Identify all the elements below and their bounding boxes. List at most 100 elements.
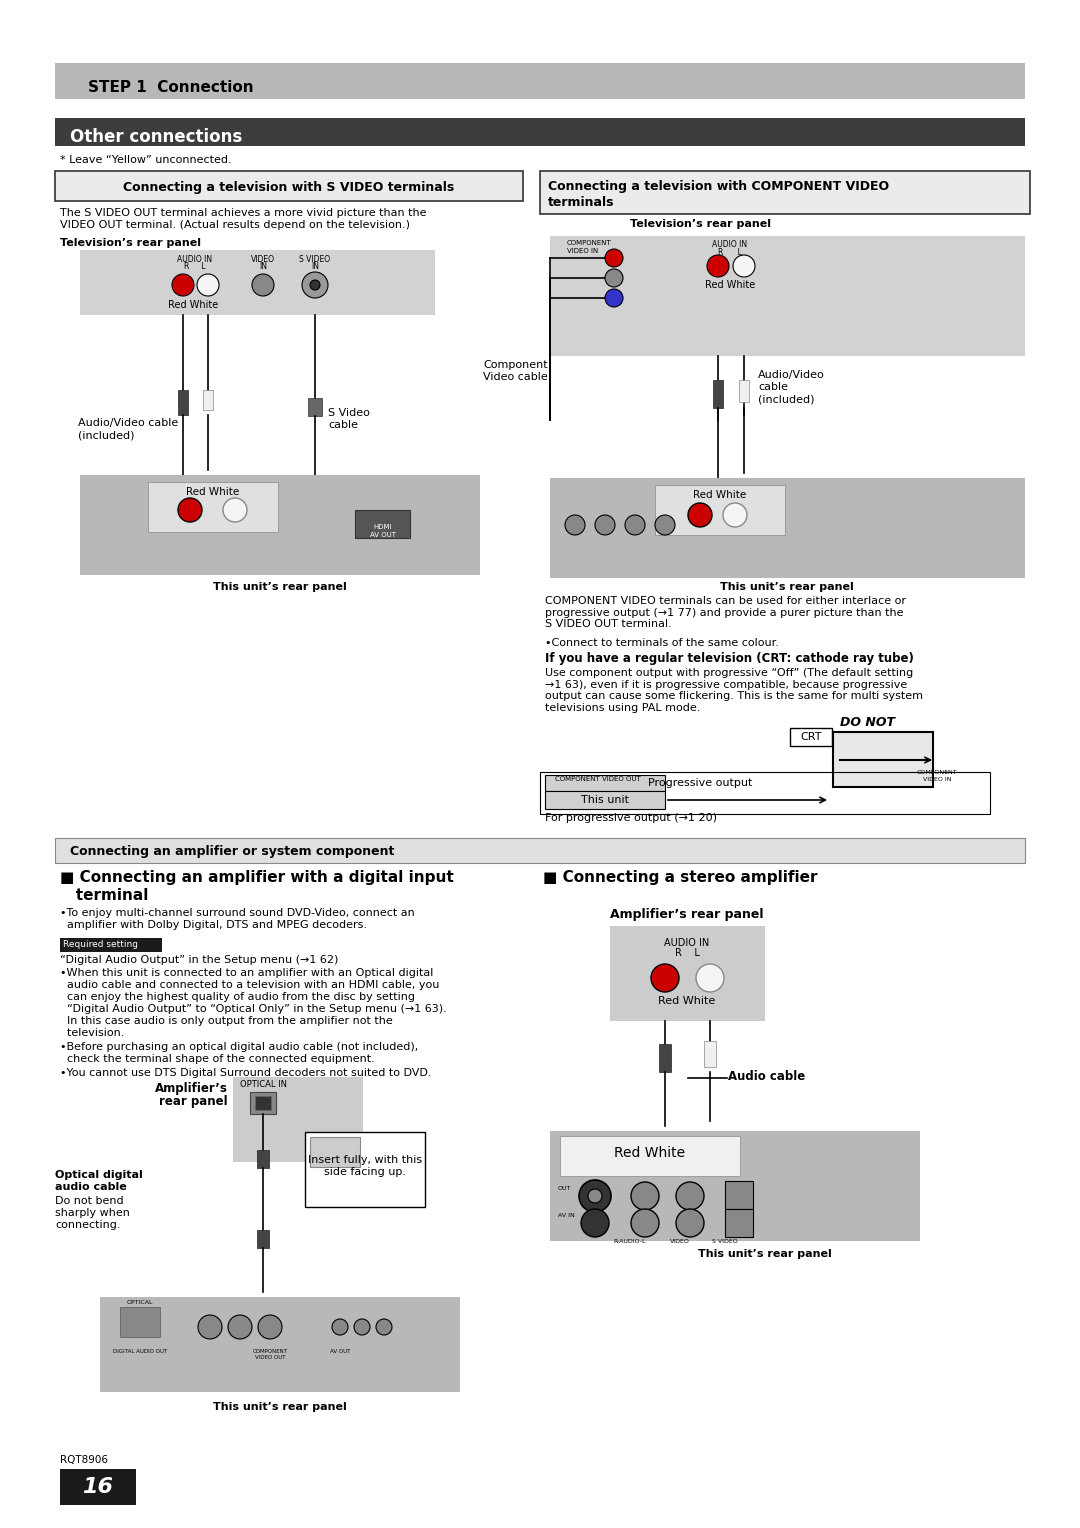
Bar	[789, 727, 832, 746]
Text: R-AUDIO-L: R-AUDIO-L	[613, 1239, 646, 1244]
Text: * Leave “Yellow” unconnected.: * Leave “Yellow” unconnected.	[60, 154, 231, 165]
Circle shape	[178, 498, 202, 523]
Text: STEP 1  Connection: STEP 1 Connection	[87, 81, 254, 95]
Text: This unit’s rear panel: This unit’s rear panel	[720, 582, 854, 591]
Text: Use component output with progressive “Off” (The default setting
→1 63), even if: Use component output with progressive “O…	[545, 668, 923, 712]
Bar	[654, 484, 785, 535]
Circle shape	[588, 1189, 602, 1203]
Bar	[540, 772, 990, 814]
Text: Component: Component	[484, 361, 548, 370]
Text: cable: cable	[328, 420, 357, 429]
Bar	[833, 732, 933, 787]
Circle shape	[723, 503, 747, 527]
Circle shape	[228, 1316, 252, 1339]
Circle shape	[376, 1319, 392, 1335]
Circle shape	[198, 1316, 222, 1339]
Text: AUDIO IN: AUDIO IN	[177, 255, 213, 264]
Text: rear panel: rear panel	[160, 1096, 228, 1108]
Text: OPTICAL IN: OPTICAL IN	[240, 1080, 286, 1089]
Text: For progressive output (→1 20): For progressive output (→1 20)	[545, 813, 717, 824]
Text: •To enjoy multi-channel surround sound DVD-Video, connect an
  amplifier with Do: •To enjoy multi-channel surround sound D…	[60, 908, 415, 929]
Text: The S VIDEO OUT terminal achieves a more vivid picture than the
VIDEO OUT termin: The S VIDEO OUT terminal achieves a more…	[60, 208, 427, 229]
Text: audio cable: audio cable	[55, 1183, 126, 1192]
Text: This unit’s rear panel: This unit’s rear panel	[698, 1248, 832, 1259]
Bar	[233, 1077, 363, 1161]
Circle shape	[676, 1183, 704, 1210]
Text: Red White: Red White	[693, 490, 746, 500]
Bar	[55, 118, 1025, 147]
Text: Television’s rear panel: Television’s rear panel	[630, 219, 770, 229]
Bar	[120, 1306, 160, 1337]
Text: VIDEO: VIDEO	[670, 1239, 690, 1244]
Text: AUDIO IN: AUDIO IN	[664, 938, 710, 947]
Text: CRT: CRT	[800, 732, 822, 743]
Text: Audio/Video: Audio/Video	[758, 370, 825, 380]
Text: IN: IN	[311, 261, 319, 270]
Text: S VIDEO: S VIDEO	[299, 255, 330, 264]
Bar	[80, 251, 435, 315]
Bar	[550, 478, 1025, 578]
Text: Optical digital: Optical digital	[55, 1170, 143, 1180]
Text: HDMI: HDMI	[374, 524, 392, 530]
Bar	[55, 63, 1025, 99]
Circle shape	[302, 272, 328, 298]
Text: terminal: terminal	[60, 888, 148, 903]
Text: Television’s rear panel: Television’s rear panel	[60, 238, 201, 248]
Bar	[550, 235, 1025, 356]
Text: •Connect to terminals of the same colour.: •Connect to terminals of the same colour…	[545, 639, 779, 648]
Text: 16: 16	[82, 1478, 113, 1497]
Text: R     L: R L	[185, 261, 206, 270]
Text: DO NOT: DO NOT	[840, 717, 895, 729]
Circle shape	[258, 1316, 282, 1339]
Text: sharply when: sharply when	[55, 1209, 130, 1218]
Circle shape	[172, 274, 194, 296]
Text: audio cable and connected to a television with an HDMI cable, you: audio cable and connected to a televisio…	[60, 979, 440, 990]
Text: can enjoy the highest quality of audio from the disc by setting: can enjoy the highest quality of audio f…	[60, 992, 415, 1002]
Text: RQT8906: RQT8906	[60, 1455, 108, 1465]
Text: check the terminal shape of the connected equipment.: check the terminal shape of the connecte…	[60, 1054, 375, 1063]
Text: cable: cable	[758, 382, 788, 393]
Text: Red White: Red White	[187, 487, 240, 497]
Circle shape	[631, 1183, 659, 1210]
Text: OUT: OUT	[558, 1186, 571, 1190]
Text: VIDEO: VIDEO	[251, 255, 275, 264]
Text: Red White: Red White	[615, 1146, 686, 1160]
Text: television.: television.	[60, 1028, 124, 1038]
Bar	[80, 475, 480, 575]
Circle shape	[651, 964, 679, 992]
Text: AV OUT: AV OUT	[370, 532, 396, 538]
Text: In this case audio is only output from the amplifier not the: In this case audio is only output from t…	[60, 1016, 393, 1025]
Bar	[100, 1297, 460, 1392]
Text: Red White: Red White	[659, 996, 716, 1005]
Text: COMPONENT
VIDEO OUT: COMPONENT VIDEO OUT	[253, 1349, 287, 1360]
Text: •You cannot use DTS Digital Surround decoders not suited to DVD.: •You cannot use DTS Digital Surround dec…	[60, 1068, 432, 1077]
Text: Amplifier’s rear panel: Amplifier’s rear panel	[610, 908, 764, 921]
Bar	[704, 1041, 716, 1067]
Bar	[55, 171, 523, 202]
Text: R      L: R L	[718, 248, 742, 257]
Circle shape	[310, 280, 320, 290]
Text: Connecting a television with COMPONENT VIDEO: Connecting a television with COMPONENT V…	[548, 180, 889, 193]
Text: Red White: Red White	[167, 299, 218, 310]
Text: Required setting: Required setting	[63, 940, 138, 949]
Bar	[310, 1137, 360, 1167]
Circle shape	[197, 274, 219, 296]
Text: •Before purchasing an optical digital audio cable (not included),: •Before purchasing an optical digital au…	[60, 1042, 418, 1051]
Text: Amplifier’s: Amplifier’s	[156, 1082, 228, 1096]
Text: “Digital Audio Output” in the Setup menu (→1 62): “Digital Audio Output” in the Setup menu…	[60, 955, 338, 966]
Bar	[550, 1131, 920, 1241]
Text: This unit’s rear panel: This unit’s rear panel	[213, 1403, 347, 1412]
Text: OPTICAL: OPTICAL	[126, 1300, 153, 1305]
Bar	[725, 1209, 753, 1238]
Text: VIDEO IN: VIDEO IN	[567, 248, 598, 254]
Bar	[257, 1230, 269, 1248]
Text: This unit: This unit	[581, 795, 629, 805]
Text: S Video: S Video	[328, 408, 369, 419]
Circle shape	[354, 1319, 370, 1335]
Bar	[178, 390, 188, 416]
Text: Red White: Red White	[705, 280, 755, 290]
Circle shape	[605, 289, 623, 307]
Circle shape	[654, 515, 675, 535]
Bar	[545, 792, 665, 808]
Bar	[249, 1093, 276, 1114]
